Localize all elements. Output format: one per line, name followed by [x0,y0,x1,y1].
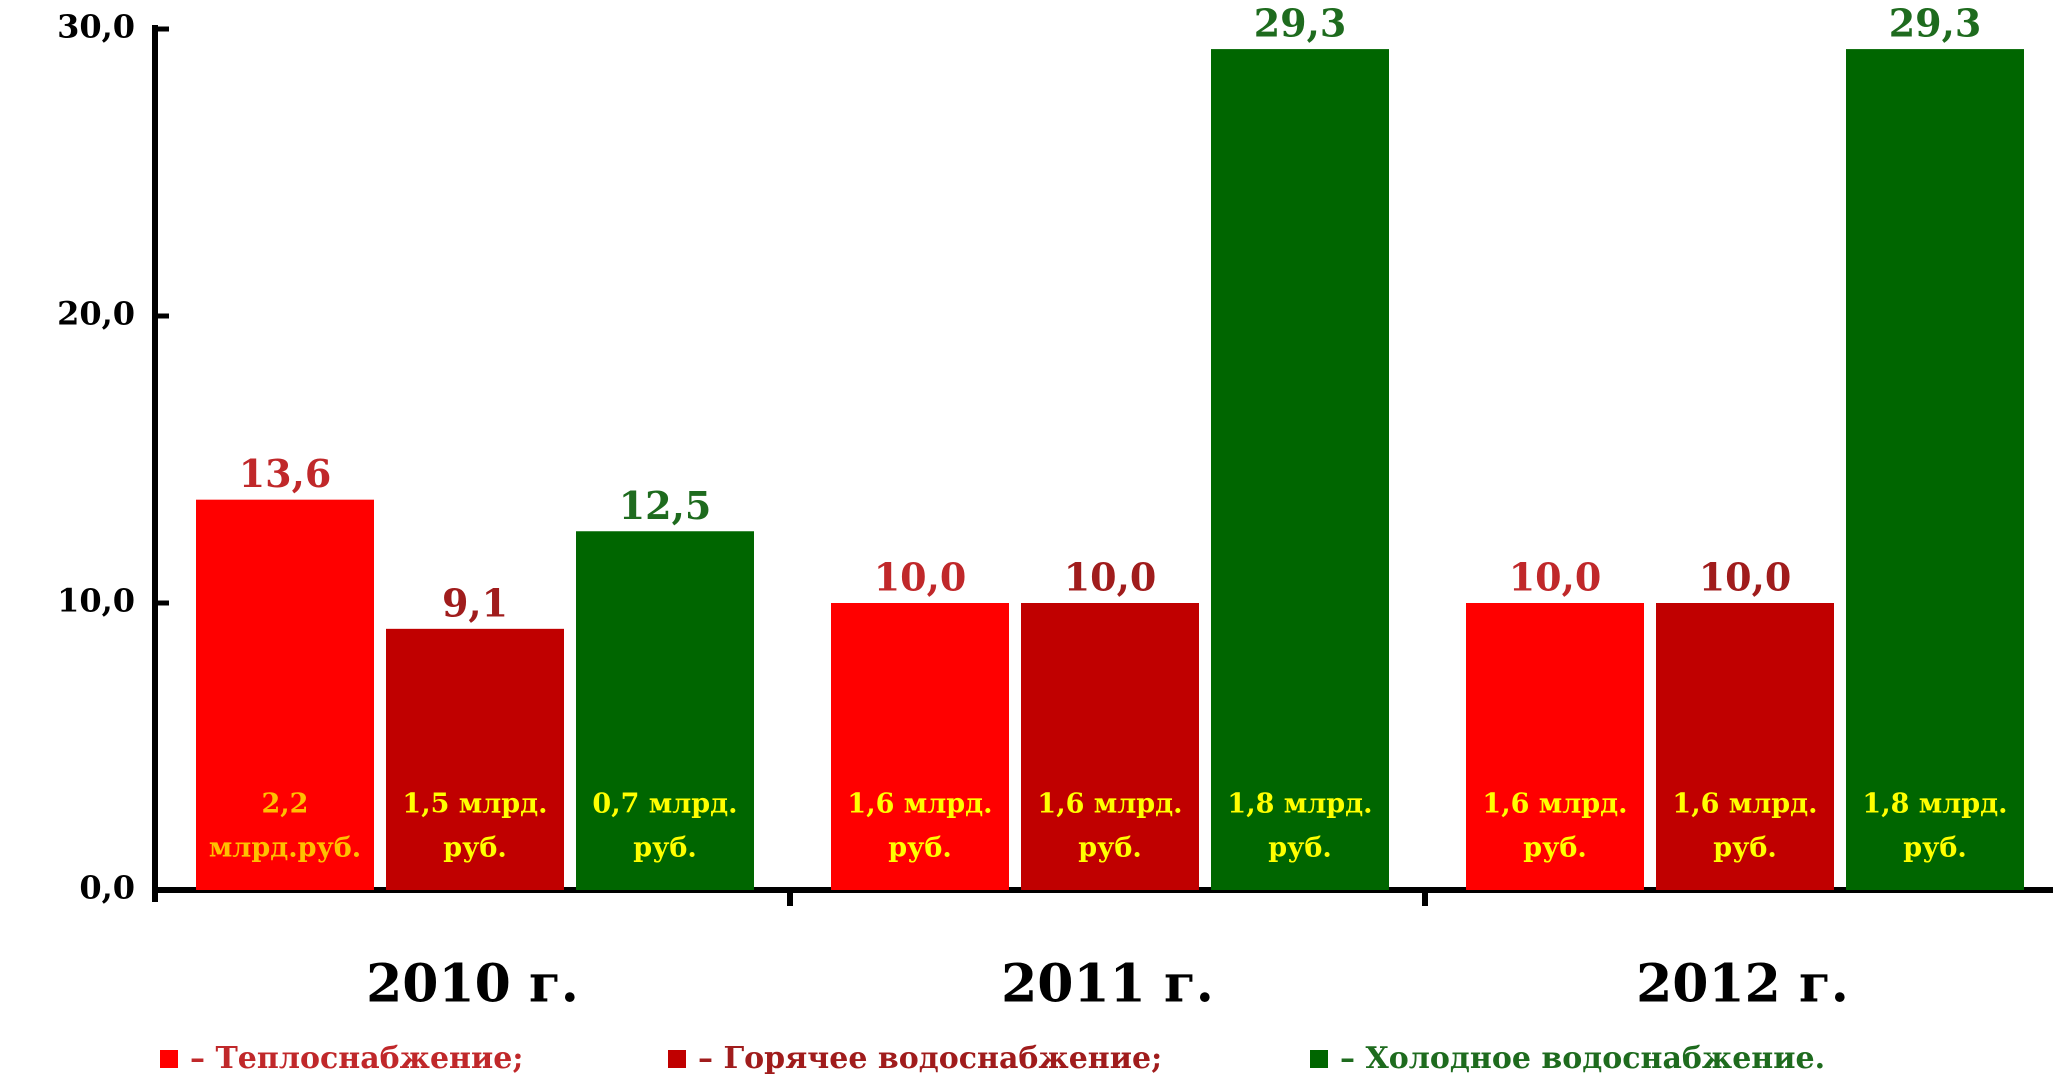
inner-label: руб. [1523,833,1587,864]
value-label: 10,0 [874,555,967,600]
inner-label: 1,6 млрд. [847,789,992,820]
value-label: 12,5 [619,483,712,528]
inner-label: руб. [1903,833,1967,864]
bar [1211,49,1389,890]
y-tick-label: 30,0 [57,8,135,46]
legend-swatch [1310,1050,1328,1068]
inner-label: млрд.руб. [209,833,361,864]
inner-label: руб. [1713,833,1777,864]
value-label: 10,0 [1064,555,1157,600]
legend-label: – Теплоснабжение; [190,1041,523,1076]
legend-label: – Горячее водоснабжение; [698,1041,1162,1076]
y-tick-label: 10,0 [57,582,135,620]
x-tick-label: 2011 г. [1001,954,1214,1015]
inner-label: руб. [888,833,952,864]
y-tick-label: 0,0 [79,869,135,907]
bar [576,531,754,890]
value-label: 10,0 [1509,555,1602,600]
inner-label: руб. [633,833,697,864]
inner-label: 2,2 [262,789,309,820]
inner-label: руб. [443,833,507,864]
bar [1021,603,1199,890]
value-label: 13,6 [239,451,332,496]
value-label: 29,3 [1254,1,1347,46]
value-label: 29,3 [1889,1,1982,46]
bar [1846,49,2024,890]
y-tick-label: 20,0 [57,295,135,333]
value-label: 10,0 [1699,555,1792,600]
bar [1656,603,1834,890]
x-tick-label: 2012 г. [1636,954,1849,1015]
inner-label: 0,7 млрд. [592,789,737,820]
inner-label: 1,6 млрд. [1672,789,1817,820]
inner-label: 1,5 млрд. [402,789,547,820]
value-label: 9,1 [442,580,508,625]
inner-label: руб. [1268,833,1332,864]
bar [386,628,564,890]
inner-label: 1,6 млрд. [1482,789,1627,820]
inner-label: 1,8 млрд. [1227,789,1372,820]
legend-label: – Холодное водоснабжение. [1340,1041,1825,1076]
bar [1466,603,1644,890]
bar [831,603,1009,890]
x-tick-label: 2010 г. [366,954,579,1015]
legend-swatch [160,1050,178,1068]
inner-label: руб. [1078,833,1142,864]
legend-swatch [668,1050,686,1068]
bar [196,499,374,890]
inner-label: 1,6 млрд. [1037,789,1182,820]
inner-label: 1,8 млрд. [1862,789,2007,820]
